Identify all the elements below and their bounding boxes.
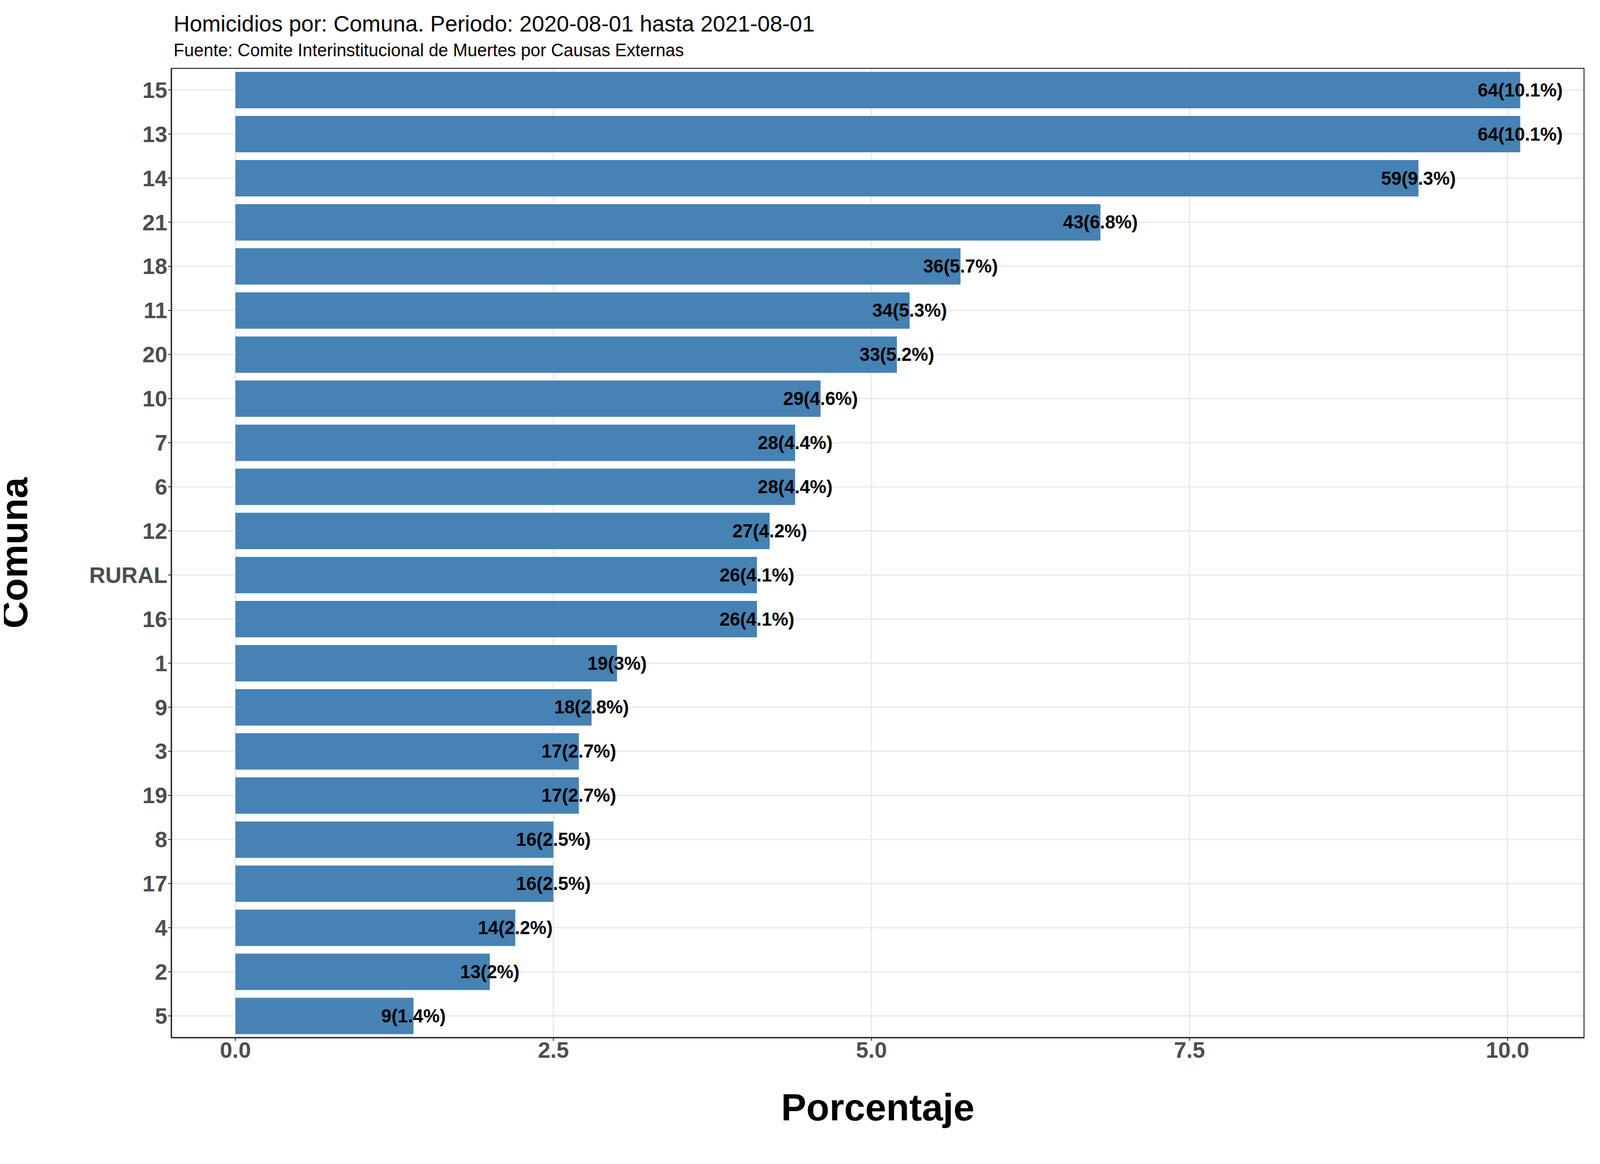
svg-text:17: 17 — [142, 870, 168, 896]
svg-text:17(2.7%): 17(2.7%) — [541, 784, 617, 806]
svg-text:29(4.6%): 29(4.6%) — [783, 388, 858, 409]
svg-text:13: 13 — [142, 121, 168, 147]
svg-text:18: 18 — [142, 253, 168, 279]
svg-text:10: 10 — [142, 385, 168, 412]
svg-text:20: 20 — [142, 341, 168, 368]
svg-text:28(4.4%): 28(4.4%) — [757, 432, 833, 453]
svg-text:28(4.4%): 28(4.4%) — [757, 476, 833, 497]
svg-text:Comuna: Comuna — [3, 476, 36, 629]
svg-text:14: 14 — [142, 165, 168, 192]
svg-text:9: 9 — [154, 694, 168, 720]
svg-text:26(4.1%): 26(4.1%) — [719, 564, 795, 586]
svg-text:27(4.2%): 27(4.2%) — [732, 520, 807, 542]
svg-text:21: 21 — [142, 209, 168, 236]
svg-text:2: 2 — [154, 959, 168, 985]
svg-text:18(2.8%): 18(2.8%) — [554, 696, 629, 718]
svg-text:7.5: 7.5 — [1173, 1037, 1205, 1063]
svg-text:3: 3 — [154, 738, 168, 764]
svg-text:5: 5 — [154, 1003, 168, 1029]
svg-text:6: 6 — [154, 474, 168, 500]
svg-text:4: 4 — [154, 914, 168, 941]
svg-text:14(2.2%): 14(2.2%) — [478, 917, 553, 938]
svg-text:64(10.1%): 64(10.1%) — [1477, 124, 1563, 145]
svg-text:19: 19 — [142, 782, 168, 808]
svg-text:17(2.7%): 17(2.7%) — [541, 740, 617, 762]
svg-text:16(2.5%): 16(2.5%) — [515, 829, 591, 850]
svg-text:0.0: 0.0 — [220, 1037, 252, 1063]
svg-text:7: 7 — [154, 430, 168, 456]
svg-text:1: 1 — [154, 650, 168, 676]
svg-text:36(5.7%): 36(5.7%) — [923, 256, 998, 277]
svg-text:Porcentaje: Porcentaje — [781, 1085, 975, 1129]
svg-text:11: 11 — [143, 297, 168, 323]
html-text:Homicidios por: Comuna. Period: Homicidios por: Comuna. Periodo: 2020-08… — [173, 11, 815, 37]
svg-text:16(2.5%): 16(2.5%) — [515, 873, 591, 894]
svg-text:16: 16 — [142, 606, 168, 632]
html-text:Fuente: Comite Interinstitucio: Fuente: Comite Interinstitucional de Mue… — [173, 40, 684, 61]
svg-text:59(9.3%): 59(9.3%) — [1380, 168, 1456, 189]
svg-text:8: 8 — [154, 826, 168, 852]
svg-text:10.0: 10.0 — [1485, 1037, 1530, 1063]
svg-text:33(5.2%): 33(5.2%) — [859, 344, 935, 365]
svg-text:9(1.4%): 9(1.4%) — [381, 1005, 446, 1026]
svg-text:2.5: 2.5 — [537, 1037, 569, 1063]
svg-text:34(5.3%): 34(5.3%) — [872, 300, 947, 321]
svg-text:RURAL: RURAL — [89, 562, 168, 588]
svg-text:13(2%): 13(2%) — [460, 961, 520, 982]
svg-text:5.0: 5.0 — [855, 1037, 887, 1063]
svg-text:26(4.1%): 26(4.1%) — [719, 608, 795, 630]
svg-text:64(10.1%): 64(10.1%) — [1477, 80, 1563, 101]
svg-text:12: 12 — [142, 518, 168, 544]
svg-text:15: 15 — [142, 77, 168, 103]
svg-text:19(3%): 19(3%) — [587, 653, 647, 674]
svg-text:43(6.8%): 43(6.8%) — [1063, 211, 1138, 233]
